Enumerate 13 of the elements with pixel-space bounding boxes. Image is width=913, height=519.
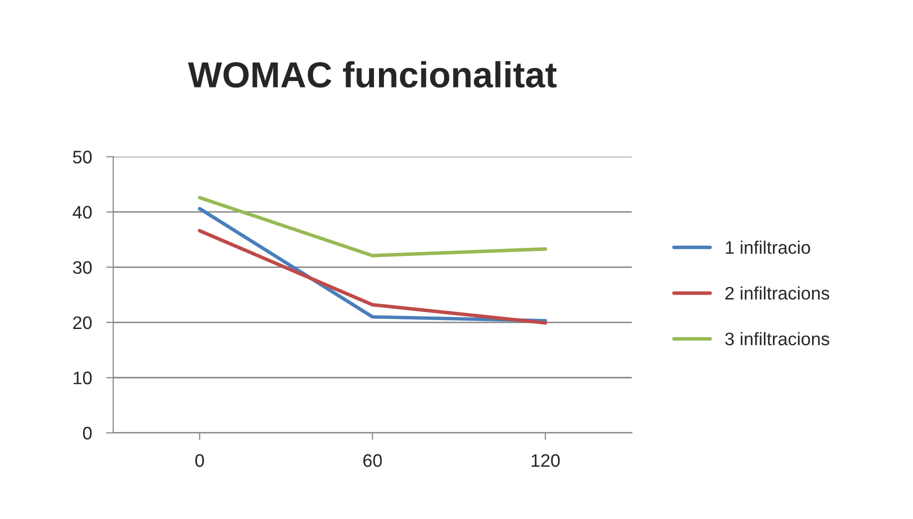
y-tick-label: 0 bbox=[83, 426, 92, 440]
chart-title: WOMAC funcionalitat bbox=[188, 61, 557, 88]
y-tick-label: 40 bbox=[72, 206, 92, 219]
x-tick-label: 60 bbox=[363, 454, 382, 467]
y-tick-label: 30 bbox=[72, 261, 92, 274]
legend-label: 3 infiltracions bbox=[725, 332, 830, 346]
y-tick-label: 10 bbox=[74, 372, 92, 384]
legend-label: 2 infiltracions bbox=[725, 286, 830, 300]
legend-label: 1 infiltracio bbox=[726, 240, 810, 254]
y-tick-label: 20 bbox=[73, 316, 92, 330]
x-tick-label: 120 bbox=[532, 454, 560, 467]
y-tick-label: 50 bbox=[73, 150, 92, 164]
x-tick-label: 0 bbox=[195, 454, 204, 467]
